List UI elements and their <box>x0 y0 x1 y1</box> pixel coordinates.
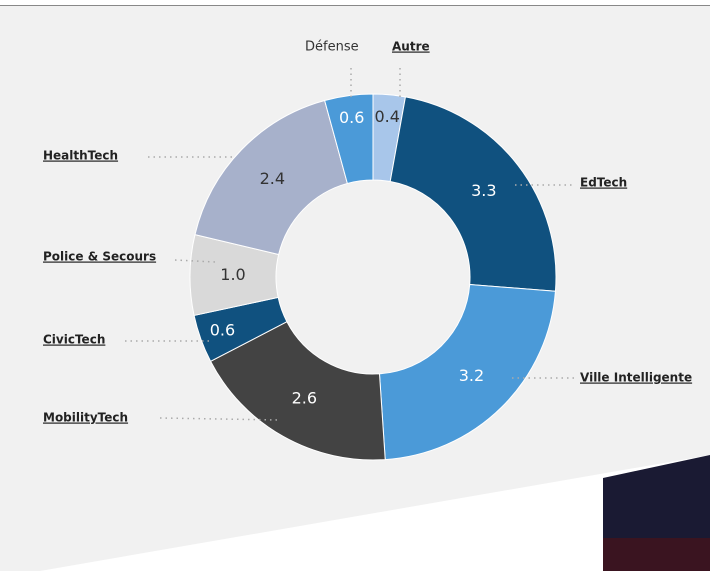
value-label: 2.4 <box>260 169 285 188</box>
category-label: Ville Intelligente <box>580 371 692 385</box>
value-label: 3.2 <box>459 366 484 385</box>
slice <box>324 93 374 185</box>
category-label: CivicTech <box>43 333 105 347</box>
category-label: MobilityTech <box>43 411 128 425</box>
category-label: Défense <box>305 40 359 55</box>
slice <box>389 96 557 292</box>
leader-line <box>174 259 216 263</box>
background-band <box>0 6 710 571</box>
category-label: EdTech <box>580 176 627 190</box>
slice <box>378 284 556 461</box>
value-label: 1.0 <box>220 265 245 284</box>
category-label: HealthTech <box>43 149 118 163</box>
value-label: 0.6 <box>339 108 364 127</box>
value-label: 2.6 <box>292 389 317 408</box>
photo-glow <box>603 538 710 571</box>
slice <box>194 99 348 256</box>
value-label: 0.6 <box>210 321 235 340</box>
leader-line <box>159 417 281 421</box>
category-label: Police & Secours <box>43 250 156 264</box>
value-label: 0.4 <box>375 107 400 126</box>
slice <box>209 321 386 461</box>
category-label: Autre <box>392 40 430 54</box>
value-label: 3.3 <box>471 181 496 200</box>
